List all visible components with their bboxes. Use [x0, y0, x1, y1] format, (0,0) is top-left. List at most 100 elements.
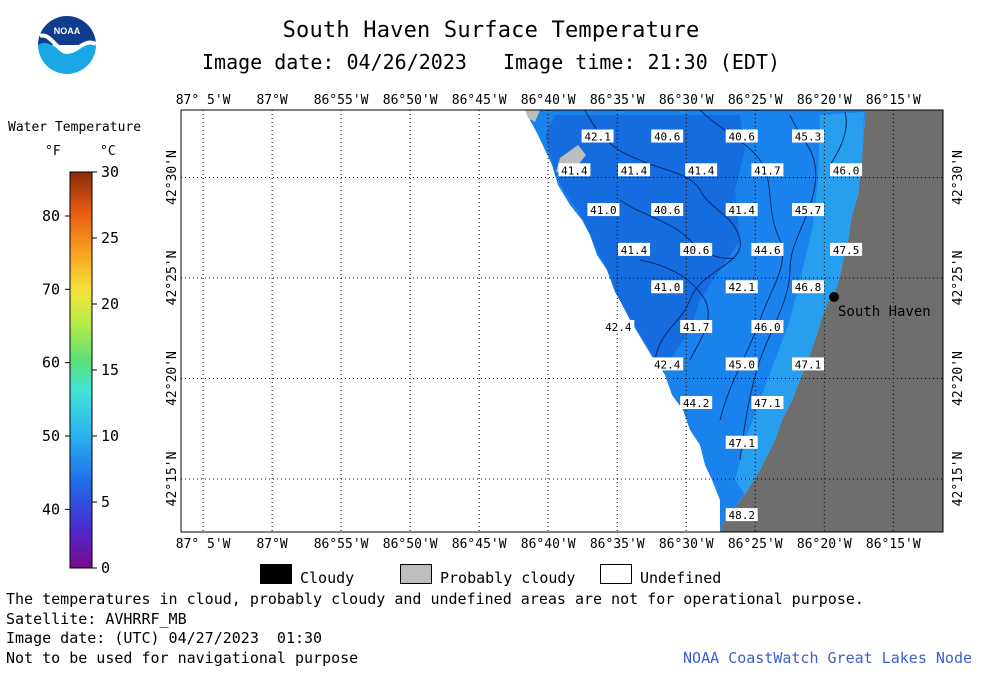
celsius-tick-label: 0	[101, 559, 110, 577]
longitude-label: 86°25'W	[728, 537, 783, 552]
probably-cloudy-label: Probably cloudy	[440, 569, 576, 587]
celsius-tick-label: 5	[101, 493, 110, 511]
temperature-label: 45.3	[791, 129, 824, 144]
cold-water-region	[545, 115, 745, 370]
longitude-label: 87° 5'W	[176, 93, 231, 108]
temperature-value: 40.6	[728, 131, 755, 144]
temperature-label: 41.4	[618, 163, 651, 177]
temperature-value: 47.1	[754, 397, 781, 410]
celsius-tick-label: 30	[101, 163, 119, 181]
label-box	[830, 242, 863, 256]
label-box	[725, 280, 758, 294]
longitude-label: 86°15'W	[866, 537, 921, 552]
undefined-label: Undefined	[640, 569, 722, 587]
label-box	[651, 129, 684, 143]
celsius-tick-label: 25	[101, 229, 119, 247]
temperature-label: 41.0	[587, 203, 620, 217]
latitude-label: 42°30'N	[951, 150, 966, 205]
temperature-label: 42.1	[581, 129, 614, 144]
temperature-label: 47.1	[725, 435, 758, 450]
label-box	[791, 280, 824, 294]
label-box	[751, 242, 784, 256]
temperature-label: 40.6	[651, 203, 684, 217]
fahrenheit-tick-label: 40	[42, 500, 60, 518]
map-title: South Haven Surface Temperature	[282, 18, 700, 43]
label-box	[680, 242, 713, 256]
longitude-label: 86°15'W	[866, 93, 921, 108]
latitude-labels-left: 42°30'N 42°25'N 42°20'N 42°15'N	[165, 150, 180, 506]
label-box	[725, 203, 758, 217]
legend-unit-c: °C	[100, 144, 116, 159]
temperature-label: 40.6	[680, 242, 713, 257]
label-box	[725, 129, 758, 143]
temperature-value: 41.4	[621, 164, 648, 177]
longitude-label: 87°W	[256, 537, 287, 552]
label-box	[725, 435, 758, 449]
legend-unit-f: °F	[45, 144, 61, 159]
temperature-value: 40.6	[683, 244, 710, 257]
label-box	[587, 203, 620, 217]
label-box	[751, 163, 784, 177]
temperature-label: 42.1	[725, 280, 758, 294]
label-box	[558, 163, 591, 177]
temperature-value: 47.1	[728, 437, 755, 450]
temperature-label: 45.7	[791, 203, 824, 217]
temperature-value: 41.4	[728, 204, 755, 217]
temperature-label: 42.4	[651, 357, 684, 371]
temperature-value: 44.6	[754, 244, 781, 257]
longitude-label: 86°55'W	[314, 537, 369, 552]
city-label: South Haven	[838, 304, 931, 320]
longitude-label: 86°30'W	[659, 93, 714, 108]
longitude-label: 86°40'W	[521, 537, 576, 552]
latitude-label: 42°20'N	[165, 351, 180, 406]
label-box	[680, 395, 713, 409]
temperature-label: 41.4	[685, 163, 718, 177]
logo-text: NOAA	[54, 26, 81, 36]
temperature-label: 40.6	[725, 129, 758, 144]
longitude-label: 86°30'W	[659, 537, 714, 552]
temperature-value: 40.6	[654, 204, 681, 217]
temperature-value: 42.1	[728, 281, 755, 294]
label-box	[685, 163, 718, 177]
label-box	[791, 357, 824, 371]
temperature-value: 48.2	[728, 509, 755, 522]
temperature-label: 46.8	[791, 280, 824, 294]
operational-note: The temperatures in cloud, probably clou…	[6, 590, 864, 608]
longitude-label: 86°25'W	[728, 93, 783, 108]
isotherm-contours	[584, 110, 847, 461]
temperature-value: 46.0	[754, 321, 781, 334]
temperature-label: 41.7	[751, 163, 784, 177]
label-box	[618, 163, 651, 177]
temperature-value: 41.4	[621, 244, 648, 257]
temperature-label: 42.4	[602, 320, 635, 334]
label-box	[791, 203, 824, 217]
probably-cloudy-patch	[525, 110, 540, 122]
city-marker	[829, 292, 839, 302]
image-date-time: Image date: 04/26/2023 Image time: 21:30…	[202, 50, 780, 74]
longitude-label: 86°45'W	[452, 537, 507, 552]
temperature-value: 41.7	[754, 164, 781, 177]
longitude-label: 87° 5'W	[176, 537, 231, 552]
temperature-value: 41.4	[688, 164, 715, 177]
satellite-info: Satellite: AVHRRF_MB	[6, 610, 187, 628]
temperature-label: 41.4	[618, 242, 651, 257]
temperature-value: 46.8	[795, 281, 822, 294]
longitude-label: 86°50'W	[383, 93, 438, 108]
temperature-labels: 42.1 40.6 40.6 45.3 41.4 41.4 41.4 41.7 46.0 41.0…	[558, 129, 863, 522]
color-scale-bar	[69, 171, 93, 569]
temperature-value: 41.0	[590, 204, 617, 217]
temperature-value: 41.4	[561, 164, 588, 177]
navigation-warning: Not to be used for navigational purpose	[6, 649, 359, 667]
longitude-label: 86°20'W	[797, 537, 852, 552]
label-box	[602, 320, 635, 334]
longitude-label: 86°50'W	[383, 537, 438, 552]
temperature-value: 44.2	[683, 397, 710, 410]
temperature-label: 41.4	[558, 163, 591, 177]
temperature-label: 45.0	[725, 357, 758, 371]
label-box	[751, 395, 784, 409]
latitude-labels-right: 42°30'N 42°25'N 42°20'N 42°15'N	[951, 150, 966, 506]
temperature-value: 41.0	[654, 281, 681, 294]
temperature-value: 42.4	[605, 321, 632, 334]
cloudy-label: Cloudy	[300, 569, 355, 587]
